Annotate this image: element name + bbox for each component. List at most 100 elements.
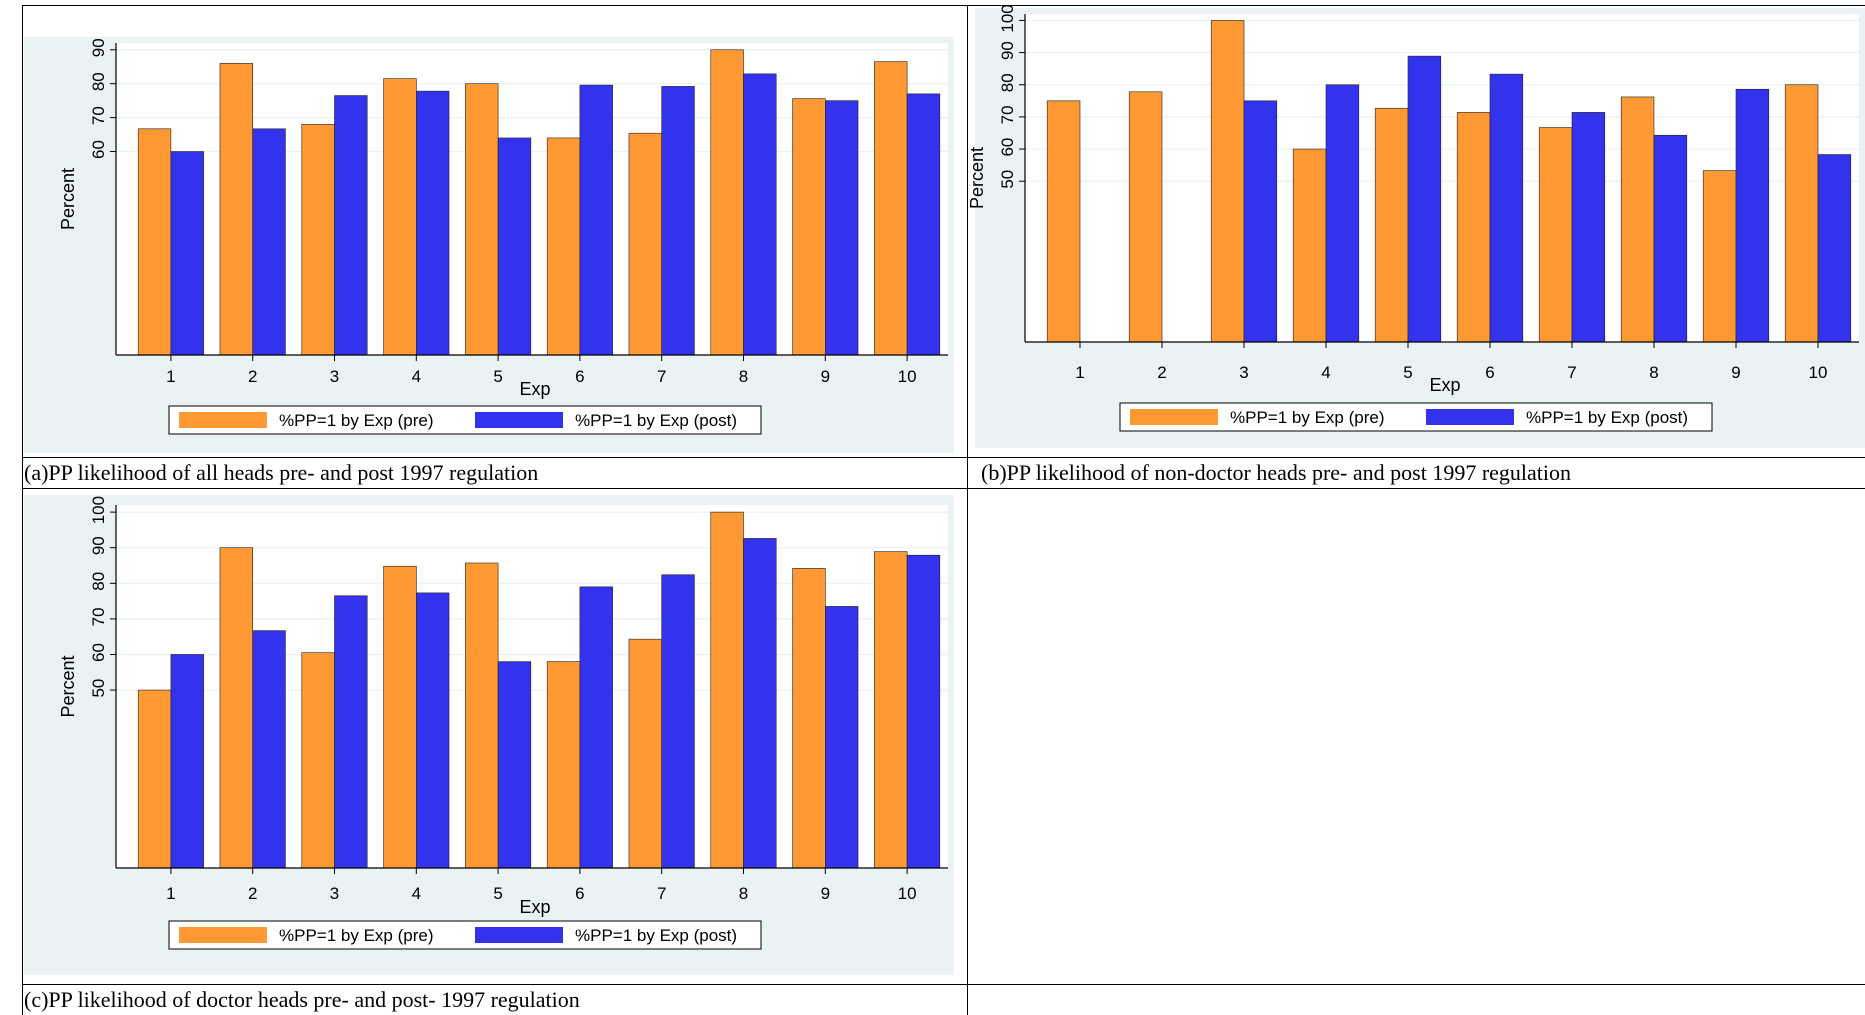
- legend-swatch: [179, 927, 267, 943]
- y-tick-label: 70: [998, 105, 1017, 124]
- bar-pre: [546, 137, 581, 356]
- bar-pre: [710, 511, 744, 869]
- x-tick-label: 9: [1731, 363, 1740, 382]
- bar-pre: [628, 132, 662, 356]
- x-tick-label: 2: [248, 884, 257, 903]
- bar-post: [1653, 134, 1688, 343]
- x-tick-label: 4: [412, 884, 421, 903]
- bar-pre: [1210, 20, 1245, 343]
- bar-post: [661, 86, 695, 356]
- bar-post: [1489, 73, 1524, 343]
- bar-post: [415, 592, 450, 869]
- x-tick-label: 9: [821, 367, 830, 386]
- legend-swatch: [1130, 409, 1218, 425]
- x-tick-label: 10: [898, 367, 917, 386]
- x-tick-label: 8: [1649, 363, 1658, 382]
- bar-pre: [1128, 91, 1163, 343]
- y-axis-title: Percent: [967, 147, 987, 209]
- x-tick-label: 7: [657, 884, 666, 903]
- y-axis-title: Percent: [58, 168, 78, 230]
- bar-post: [252, 128, 286, 356]
- x-tick-label: 10: [898, 884, 917, 903]
- y-tick-label: 50: [998, 170, 1017, 189]
- y-tick-label: 90: [89, 536, 108, 555]
- bar-post: [824, 100, 859, 356]
- x-tick-label: 3: [1239, 363, 1248, 382]
- border-mid-vertical: [967, 5, 968, 1015]
- bar-pre: [1292, 148, 1327, 343]
- bar-post: [743, 73, 777, 356]
- x-tick-label: 7: [657, 367, 666, 386]
- y-tick-label: 80: [998, 73, 1017, 92]
- x-tick-label: 1: [1075, 363, 1084, 382]
- chart-panel-a: 60 70 80 90 1 2 3 4 5 6 7 8 9 10 Exp Percent %PP=1 by Ex…: [24, 37, 954, 453]
- x-tick-label: 6: [575, 884, 584, 903]
- bar-pre: [1046, 100, 1081, 343]
- border-left: [22, 5, 23, 1015]
- bar-post: [170, 151, 204, 356]
- x-tick-label: 2: [1157, 363, 1166, 382]
- bar-pre: [874, 551, 908, 869]
- bar-pre: [1456, 112, 1491, 343]
- bar-pre: [1784, 84, 1819, 343]
- caption-c: (c)PP likelihood of doctor heads pre- an…: [24, 987, 580, 1012]
- y-tick-label: 70: [89, 607, 108, 626]
- bar-pre: [137, 128, 172, 356]
- x-tick-label: 6: [1485, 363, 1494, 382]
- chart-svg-b: 50 60 70 80 90 100 1 2 3 4 5 6 7 8 9 10 Exp Percent %PP=1 …: [967, 4, 1859, 432]
- bar-post: [1325, 84, 1360, 343]
- y-tick-label: 100: [998, 4, 1017, 32]
- caption-a: (a)PP likelihood of all heads pre- and p…: [24, 460, 539, 485]
- bar-post: [579, 84, 613, 356]
- y-tick-label: 80: [89, 572, 108, 591]
- y-tick-label: 60: [998, 138, 1017, 157]
- bar-post: [1817, 154, 1852, 343]
- chart-svg-c: 50 60 70 80 90 100 1 2 3 4 5 6 7 8 9 10 Exp Percent %PP=1 …: [58, 496, 948, 950]
- legend-label: %PP=1 by Exp (pre): [279, 926, 434, 945]
- x-tick-label: 4: [1321, 363, 1330, 382]
- legend-label: %PP=1 by Exp (pre): [279, 411, 434, 430]
- bar-pre: [628, 638, 662, 869]
- x-tick-label: 5: [493, 367, 502, 386]
- bar-post: [415, 90, 450, 356]
- bar-pre: [301, 124, 335, 356]
- bar-pre: [1702, 170, 1737, 343]
- x-tick-label: 1: [166, 367, 175, 386]
- bar-post: [1735, 88, 1770, 343]
- bar-pre: [874, 61, 908, 356]
- legend-box: [168, 405, 762, 435]
- bar-post: [743, 538, 777, 869]
- bar-pre: [1538, 127, 1573, 343]
- y-tick-label: 90: [89, 38, 108, 57]
- x-tick-label: 2: [248, 367, 257, 386]
- bar-post: [1407, 55, 1442, 343]
- bar-post: [906, 93, 941, 356]
- border-row1-bottom: [22, 488, 1865, 489]
- y-tick-label: 90: [998, 41, 1017, 60]
- bar-post: [579, 586, 613, 869]
- legend-swatch: [1426, 409, 1514, 425]
- legend-label: %PP=1 by Exp (post): [1526, 408, 1688, 427]
- bar-pre: [546, 661, 581, 869]
- bar-pre: [219, 547, 253, 869]
- legend-box: [168, 920, 762, 950]
- border-row1: [22, 457, 1865, 458]
- x-tick-label: 4: [412, 367, 421, 386]
- bar-post: [906, 554, 941, 869]
- y-tick-label: 100: [89, 496, 108, 524]
- bar-pre: [219, 63, 253, 356]
- bar-pre: [465, 562, 499, 869]
- border-top: [22, 5, 1865, 6]
- bar-post: [334, 95, 368, 356]
- legend-swatch: [475, 927, 563, 943]
- bar-post: [497, 137, 532, 356]
- x-tick-label: 7: [1567, 363, 1576, 382]
- x-tick-label: 1: [166, 884, 175, 903]
- x-tick-label: 8: [739, 884, 748, 903]
- bar-post: [170, 654, 204, 869]
- y-tick-label: 80: [89, 72, 108, 91]
- x-axis-title: Exp: [519, 379, 550, 399]
- bar-pre: [383, 78, 417, 356]
- caption-b: (b)PP likelihood of non-doctor heads pre…: [981, 460, 1572, 485]
- x-tick-label: 8: [739, 367, 748, 386]
